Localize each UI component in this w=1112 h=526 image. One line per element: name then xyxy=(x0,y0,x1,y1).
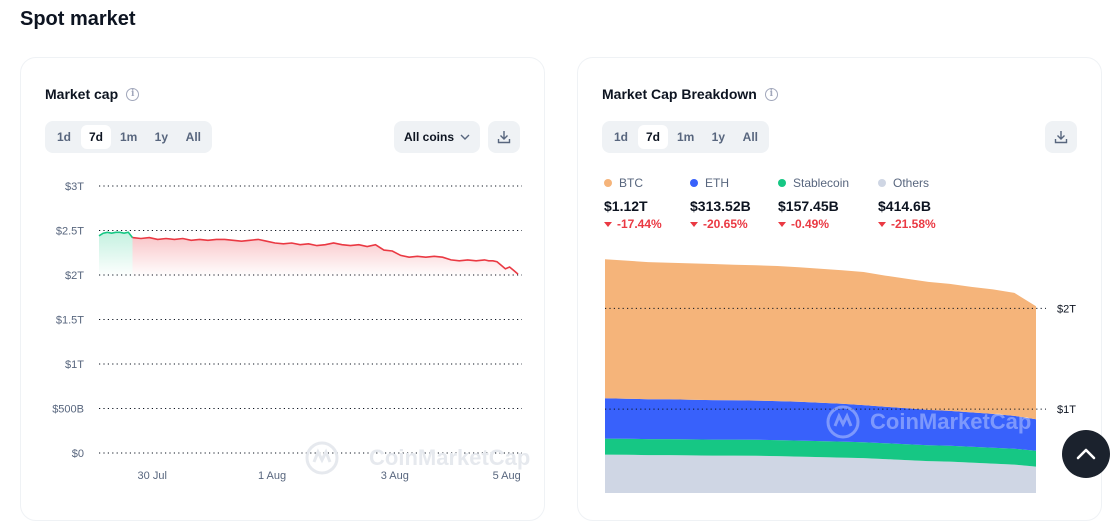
legend-name: Others xyxy=(893,176,930,190)
legend-item-stablecoin[interactable]: Stablecoin $157.45B -0.49% xyxy=(778,176,878,231)
info-icon[interactable]: i xyxy=(764,87,778,101)
range-tab-1d[interactable]: 1d xyxy=(613,130,628,144)
legend-change: -21.58% xyxy=(878,217,968,231)
market-cap-breakdown-card: Market Cap Breakdown i 1d 7d 1m 1y All BTC $… xyxy=(577,57,1102,521)
watermark-logo xyxy=(305,441,339,475)
legend-change-value: -21.58% xyxy=(891,217,936,231)
info-icon[interactable]: i xyxy=(126,87,140,101)
range-tabs: 1d 7d 1m 1y All xyxy=(602,121,770,153)
market-cap-card: Market cap i 1d 7d 1m 1y All All coins $3T $2… xyxy=(20,57,545,521)
legend-change: -0.49% xyxy=(778,217,878,231)
legend-name: ETH xyxy=(705,176,729,190)
down-triangle-icon xyxy=(878,221,886,227)
chevron-up-icon xyxy=(1076,448,1096,460)
y-tick-label: $3T xyxy=(65,181,84,193)
legend-dot-icon xyxy=(778,179,786,187)
legend-head: ETH xyxy=(690,176,778,190)
legend-dot-icon xyxy=(878,179,886,187)
market-cap-line-up xyxy=(98,231,134,239)
legend-value: $313.52B xyxy=(690,198,751,214)
legend-change: -17.44% xyxy=(604,217,690,231)
watermark: CoinMarketCap xyxy=(870,409,1031,434)
y-tick-label: $500B xyxy=(52,404,84,416)
legend-value: $1.12T xyxy=(604,198,648,214)
legend-head: BTC xyxy=(604,176,690,190)
y-tick-label: $2T xyxy=(65,270,84,282)
market-cap-line-down xyxy=(132,236,519,275)
page-title: Spot market xyxy=(20,8,136,30)
legend-value: $157.45B xyxy=(778,198,839,214)
coin-select-label: All coins xyxy=(403,130,454,144)
card-title: Market Cap Breakdown i xyxy=(602,86,778,102)
range-tab-1y[interactable]: 1y xyxy=(154,130,169,144)
range-tab-1m[interactable]: 1m xyxy=(120,130,138,144)
legend-name: Stablecoin xyxy=(793,176,850,190)
y-tick-label: $2.5T xyxy=(56,226,84,238)
x-tick-label: 5 Aug xyxy=(493,470,521,482)
x-tick-label: 1 Aug xyxy=(258,470,286,482)
coin-select[interactable]: All coins xyxy=(394,121,480,153)
area-stablecoin xyxy=(605,438,1036,467)
range-tab-7d[interactable]: 7d xyxy=(638,125,668,149)
range-tab-all[interactable]: All xyxy=(742,130,759,144)
legend-dot-icon xyxy=(604,179,612,187)
range-tabs: 1d 7d 1m 1y All xyxy=(45,121,213,153)
watermark-logo xyxy=(826,405,860,439)
y-tick-label: $1T xyxy=(65,359,84,371)
down-triangle-icon xyxy=(778,221,786,227)
legend-head: Stablecoin xyxy=(778,176,878,190)
range-tab-1d[interactable]: 1d xyxy=(56,130,71,144)
y-tick-label: $1T xyxy=(1057,404,1076,416)
y-tick-label: $2T xyxy=(1057,303,1076,315)
legend-head: Others xyxy=(878,176,968,190)
scroll-to-top-button[interactable] xyxy=(1062,430,1110,478)
down-triangle-icon xyxy=(690,221,698,227)
range-tab-1y[interactable]: 1y xyxy=(711,130,726,144)
legend-change-value: -0.49% xyxy=(791,217,830,231)
watermark: CoinMarketCap xyxy=(369,445,530,470)
download-icon xyxy=(1054,131,1068,144)
legend-name: BTC xyxy=(619,176,643,190)
download-button[interactable] xyxy=(488,121,520,153)
down-triangle-icon xyxy=(604,221,612,227)
legend-value: $414.6B xyxy=(878,198,931,214)
x-tick-label: 30 Jul xyxy=(138,470,167,482)
legend-item-others[interactable]: Others $414.6B -21.58% xyxy=(878,176,968,231)
card-title: Market cap i xyxy=(45,86,140,102)
market-cap-title: Market cap xyxy=(45,86,119,102)
breakdown-legend: BTC $1.12T -17.44% ETH $313.52B -20.65% … xyxy=(604,176,968,231)
chevron-down-icon xyxy=(460,134,470,140)
legend-item-btc[interactable]: BTC $1.12T -17.44% xyxy=(604,176,690,231)
y-tick-label: $0 xyxy=(72,448,84,460)
area-others xyxy=(605,454,1036,493)
x-tick-label: 3 Aug xyxy=(381,470,409,482)
legend-change-value: -20.65% xyxy=(703,217,748,231)
download-button[interactable] xyxy=(1045,121,1077,153)
legend-item-eth[interactable]: ETH $313.52B -20.65% xyxy=(690,176,778,231)
y-tick-label: $1.5T xyxy=(56,315,84,327)
range-tab-7d[interactable]: 7d xyxy=(81,125,111,149)
area-eth xyxy=(605,398,1036,451)
market-cap-area-down xyxy=(132,237,518,277)
legend-change: -20.65% xyxy=(690,217,778,231)
market-cap-chart: $3T $2.5T $2T $1.5T $1T $500B $0 30 Jul 1 Aug 3 … xyxy=(52,181,530,482)
download-icon xyxy=(497,131,511,144)
range-tab-all[interactable]: All xyxy=(185,130,202,144)
area-btc xyxy=(605,259,1036,420)
range-tab-1m[interactable]: 1m xyxy=(677,130,695,144)
market-cap-area-up xyxy=(99,232,133,277)
legend-change-value: -17.44% xyxy=(617,217,662,231)
breakdown-title: Market Cap Breakdown xyxy=(602,86,757,102)
legend-dot-icon xyxy=(690,179,698,187)
